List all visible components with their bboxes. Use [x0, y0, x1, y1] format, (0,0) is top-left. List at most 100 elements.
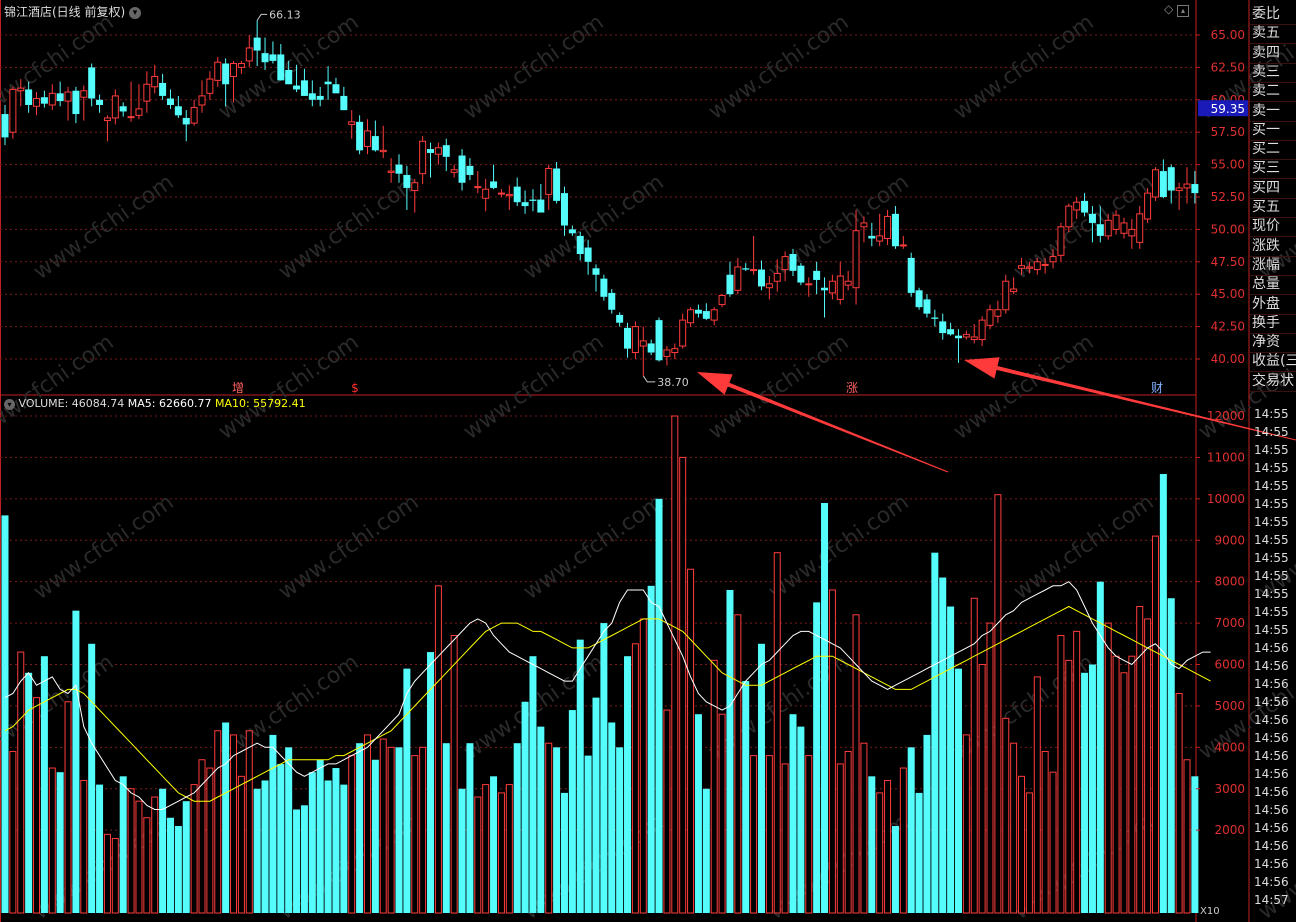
period-dropdown-icon[interactable]: ▾	[129, 6, 142, 19]
watermark-text: www.cfchi.com	[29, 170, 178, 285]
volume-bar-down	[1191, 776, 1199, 913]
candle-body-up	[237, 63, 245, 68]
candle-body-down	[584, 247, 592, 262]
volume-bar-down	[1, 515, 9, 913]
candle-body-up	[1065, 205, 1073, 228]
price-tick-label: 55.00	[1211, 158, 1245, 172]
volume-bar-down	[308, 772, 316, 913]
volume-bar-down	[608, 722, 616, 913]
candle-body-up	[450, 169, 458, 173]
volume-bar-up	[734, 614, 742, 914]
candle-body-down	[166, 98, 174, 105]
volume-bar-down	[1167, 598, 1175, 913]
trade-time: 14:55	[1254, 443, 1289, 457]
candle-body-down	[88, 67, 96, 99]
candle-body-down	[340, 95, 348, 111]
candle-body-down	[442, 145, 450, 157]
quote-field-label: 换手	[1252, 314, 1280, 331]
candle-body-down	[40, 97, 48, 104]
volume-bar-up	[773, 552, 781, 914]
volume-bar-up	[1025, 792, 1033, 914]
chart-settings-icons[interactable]: ◇ ▴	[1164, 2, 1190, 17]
high-marker	[256, 13, 268, 21]
volume-bar-up	[1057, 635, 1065, 914]
candle-body-up	[379, 149, 387, 153]
volume-bar-up	[1049, 771, 1057, 914]
ma5-line	[4, 581, 1211, 810]
candle-body-down	[868, 235, 876, 239]
candle-body-down	[655, 320, 663, 361]
candle-body-down	[466, 165, 474, 175]
candle-body-up	[734, 266, 742, 291]
volume-bar-down	[269, 734, 277, 913]
trade-time: 14:55	[1254, 461, 1289, 475]
volume-bar-down	[182, 801, 190, 913]
candle-body-up	[1002, 280, 1010, 311]
candle-body-down	[821, 287, 829, 291]
volume-bar-down	[88, 643, 96, 913]
quote-field-label: 收益(三	[1252, 353, 1296, 370]
candle-body-up	[64, 91, 72, 102]
volume-bar-up	[9, 750, 17, 914]
candle-body-up	[1073, 201, 1081, 211]
candle-body-down	[308, 93, 316, 100]
volume-collapse-icon[interactable]: ▾	[4, 399, 15, 410]
trade-time: 14:55	[1254, 533, 1289, 547]
quote-field-label: 交易状	[1252, 372, 1294, 389]
volume-bar-down	[442, 743, 450, 913]
price-tick-label: 40.00	[1211, 352, 1245, 366]
volume-bar-down	[56, 772, 64, 913]
volume-bar-up	[994, 494, 1002, 914]
candle-body-up	[994, 309, 1002, 317]
quote-row-divider	[1250, 274, 1296, 276]
trade-time: 14:55	[1254, 605, 1289, 619]
volume-bar-down	[293, 809, 301, 913]
volume-tick-label: 10000	[1207, 492, 1245, 506]
volume-bar-down	[907, 747, 915, 913]
volume-bar-up	[1033, 676, 1041, 914]
volume-tick-label: 5000	[1214, 699, 1245, 713]
volume-bar-up	[505, 784, 513, 914]
quote-row-divider	[1250, 24, 1296, 25]
volume-bar-up	[781, 763, 789, 914]
volume-bar-up	[111, 837, 119, 914]
volume-bar-down	[300, 805, 308, 913]
volume-bar-up	[214, 730, 222, 914]
quote-field-label: 买三	[1252, 160, 1280, 177]
candle-body-down	[324, 81, 332, 85]
volume-bar-up	[1144, 618, 1152, 914]
quote-field-label: 委比	[1252, 6, 1280, 22]
candles: 66.13 38.70	[1, 8, 1199, 389]
candle-body-down	[1159, 171, 1167, 197]
volume-bar-down	[277, 763, 285, 913]
volume-bar-up	[1041, 750, 1049, 914]
current-price-label: 59.35	[1211, 102, 1245, 116]
candle-body-up	[198, 95, 206, 106]
volume-bar-up	[970, 597, 978, 914]
trade-time: 14:55	[1254, 407, 1289, 421]
quote-field-label: 买一	[1252, 121, 1280, 138]
volume-bar-up	[230, 734, 238, 914]
candle-body-up	[1151, 169, 1159, 198]
volume-tick-label: 9000	[1214, 533, 1245, 547]
volume-bar-up	[206, 767, 214, 914]
volume-bar-down	[537, 726, 545, 913]
candle-body-down	[1096, 224, 1104, 236]
candle-body-down	[56, 93, 64, 102]
volume-bar-down	[253, 788, 261, 913]
volume-bar-down	[1081, 672, 1089, 913]
quote-row-divider	[1250, 101, 1296, 103]
candle-body-up	[33, 98, 41, 107]
scroll-up-icon[interactable]: ▴	[1177, 5, 1190, 17]
volume-bar-up	[348, 755, 356, 914]
candle-body-down	[371, 136, 379, 151]
diamond-icon[interactable]: ◇	[1164, 2, 1174, 16]
candle-body-down	[119, 106, 127, 112]
trade-time: 14:55	[1254, 479, 1289, 493]
candle-body-down	[726, 274, 734, 295]
volume-tick-label: 7000	[1214, 616, 1245, 630]
volume-label: VOLUME: 46084.74	[18, 397, 125, 410]
candle-body-up	[671, 348, 679, 354]
candle-body-up	[1120, 222, 1128, 234]
volume-bar-up	[828, 589, 836, 914]
